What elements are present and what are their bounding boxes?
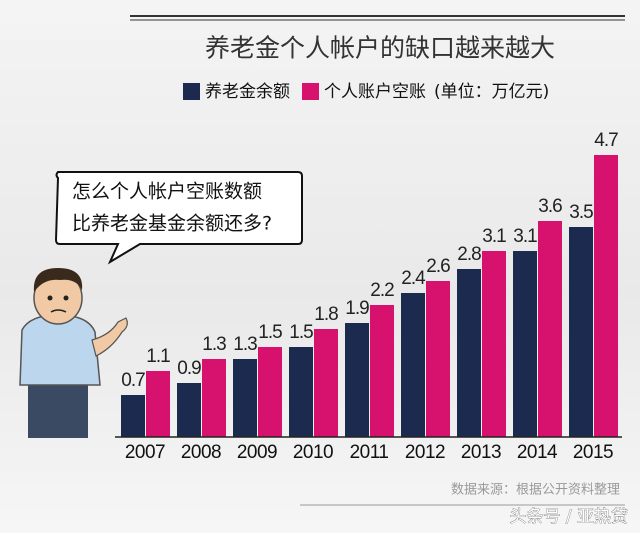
annotation-line: 怎么个人帐户空账数额 <box>72 181 262 203</box>
speech-bubble <box>54 171 303 265</box>
x-tick-label: 2013 <box>461 442 501 463</box>
annotation-line: 比养老金基金余额还多? <box>72 213 272 235</box>
legend-label: 个人账户空账 <box>324 82 426 102</box>
value-label: 1.3 <box>202 334 226 355</box>
bar <box>482 251 506 437</box>
bar <box>457 269 481 437</box>
legend-swatch <box>183 83 200 100</box>
bar <box>370 305 394 437</box>
x-tick-label: 2008 <box>181 442 221 463</box>
chart-title: 养老金个人帐户的缺口越来越大 <box>205 34 555 63</box>
bar <box>569 227 593 437</box>
source: 数据来源：根据公开资料整理 <box>451 483 620 498</box>
cartoon-man <box>19 268 128 438</box>
bar <box>513 251 537 437</box>
x-tick-label: 2007 <box>125 442 165 463</box>
value-label: 1.3 <box>233 334 257 355</box>
x-tick-label: 2009 <box>237 442 277 463</box>
value-label: 3.1 <box>513 226 537 247</box>
value-label: 0.7 <box>121 370 145 391</box>
legend-swatch <box>302 83 319 100</box>
watermark: 头条号 / 亚热贷 <box>509 507 628 527</box>
value-label: 3.5 <box>569 202 593 223</box>
bar <box>538 221 562 437</box>
value-label: 1.5 <box>258 322 282 343</box>
bar <box>202 359 226 437</box>
value-label: 3.1 <box>482 226 506 247</box>
bar <box>121 395 145 437</box>
value-label: 1.9 <box>345 298 369 319</box>
bar <box>401 293 425 437</box>
value-label: 2.2 <box>370 280 394 301</box>
x-tick-label: 2015 <box>573 442 613 463</box>
bar <box>594 155 618 437</box>
value-label: 2.8 <box>457 244 481 265</box>
value-label: 2.4 <box>401 268 426 289</box>
x-tick-label: 2010 <box>293 442 333 463</box>
value-label: 2.6 <box>426 256 450 277</box>
bar <box>146 371 170 437</box>
legend-unit: (单位：万亿元) <box>434 82 549 102</box>
value-label: 3.6 <box>538 196 562 217</box>
value-label: 1.5 <box>289 322 313 343</box>
bar <box>345 323 369 437</box>
x-tick-label: 2014 <box>517 442 558 463</box>
value-label: 4.7 <box>594 130 618 151</box>
value-label: 1.1 <box>146 346 170 367</box>
bar <box>289 347 313 437</box>
value-label: 0.9 <box>177 358 201 379</box>
bar <box>314 329 338 437</box>
legend-label: 养老金余额 <box>205 82 290 102</box>
value-label: 1.8 <box>314 304 338 325</box>
bar <box>258 347 282 437</box>
bar <box>233 359 257 437</box>
bar <box>177 383 201 437</box>
x-tick-label: 2011 <box>350 442 389 463</box>
legend: 养老金余额 个人账户空账 (单位：万亿元) <box>183 82 549 102</box>
plot-area: 20070.71.120080.91.320091.31.520101.51.8… <box>121 130 619 463</box>
x-tick-label: 2012 <box>405 442 445 463</box>
bar <box>426 281 450 437</box>
